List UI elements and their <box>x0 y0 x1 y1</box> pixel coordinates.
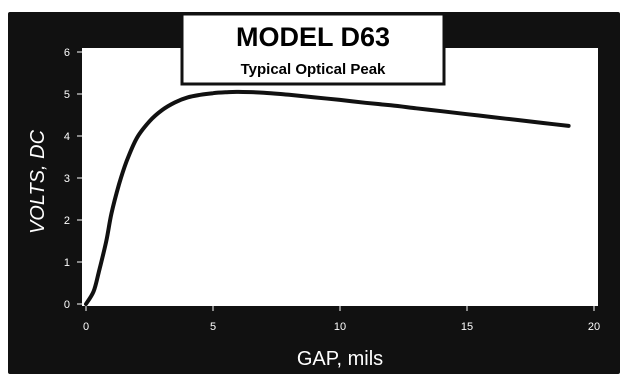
y-tick-label: 2 <box>64 215 70 227</box>
chart-title: MODEL D63 <box>236 22 390 52</box>
y-axis-label: VOLTS, DC <box>27 129 49 234</box>
chart-subtitle: Typical Optical Peak <box>241 61 386 78</box>
y-tick-label: 6 <box>64 47 70 59</box>
x-tick-label: 15 <box>461 321 473 333</box>
x-tick-label: 5 <box>210 321 216 333</box>
y-tick-label: 0 <box>64 299 70 311</box>
x-tick-label: 20 <box>588 321 600 333</box>
axis-ticks <box>77 51 595 311</box>
title-box <box>180 12 446 86</box>
y-tick-label: 3 <box>64 173 70 185</box>
series-line <box>84 89 571 306</box>
y-tick-label: 1 <box>64 257 70 269</box>
axis-tick-labels: 0 5 10 15 20 0 1 2 3 4 5 6 <box>64 47 600 333</box>
plot-area <box>82 48 598 306</box>
y-tick-label: 4 <box>64 131 70 143</box>
x-axis-label: GAP, mils <box>297 348 383 370</box>
x-tick-label: 10 <box>334 321 346 333</box>
x-tick-label: 0 <box>83 321 89 333</box>
y-tick-label: 5 <box>64 89 70 101</box>
